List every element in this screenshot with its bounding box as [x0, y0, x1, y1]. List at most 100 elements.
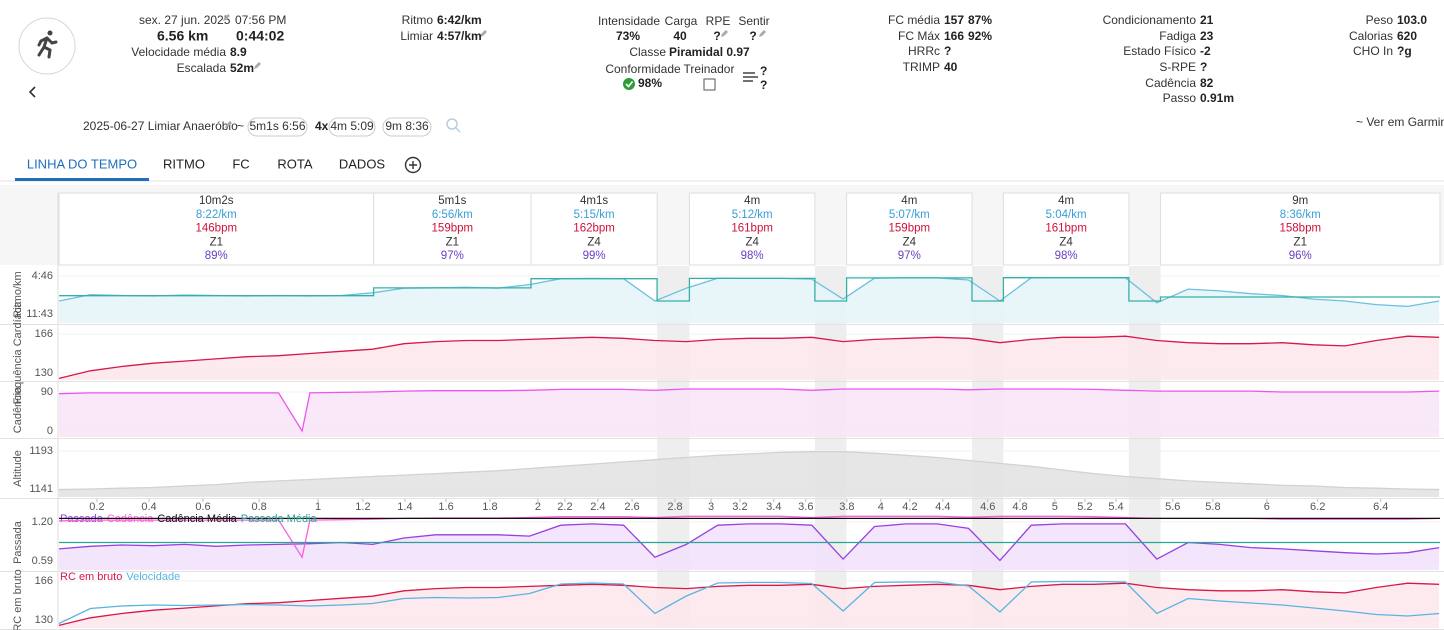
interval-card[interactable]	[1002, 192, 1130, 266]
series-area	[59, 451, 1440, 497]
interval-card[interactable]	[58, 192, 375, 266]
series-line	[58, 523, 1440, 562]
step-chip[interactable]	[382, 117, 432, 137]
x-tick-label: 0.8	[251, 501, 266, 513]
panel-axis-label: Passada	[12, 520, 24, 564]
back-chevron[interactable]	[28, 86, 36, 98]
active-tab-indicator	[15, 178, 149, 181]
load-label: Carga	[665, 14, 698, 28]
series-line	[58, 582, 1440, 627]
tab[interactable]: RITMO	[163, 156, 205, 171]
x-tick-label: 2.8	[667, 501, 682, 513]
stat-label: HRRc	[908, 44, 940, 58]
legend-entry[interactable]: Cadência Média	[157, 513, 237, 525]
interval-zone: Z4	[1059, 236, 1073, 248]
compliance-value: 98%	[638, 76, 662, 90]
workout-step: 5m1s 6:56	[249, 119, 305, 133]
interval-pace: 5:07/km	[889, 209, 930, 221]
x-tick-label: 3.6	[798, 501, 813, 513]
interval-duration: 5m1s	[438, 195, 466, 207]
interval-hr: 158bpm	[1279, 223, 1321, 235]
x-tick-label: 0.6	[195, 501, 210, 513]
interval-pace: 6:56/km	[432, 209, 473, 221]
stat-label: Estado Físico	[1123, 44, 1196, 58]
legend-entry[interactable]: RC em bruto	[60, 571, 122, 583]
x-tick-label: 4	[878, 501, 884, 513]
x-tick-label: 1.2	[355, 501, 370, 513]
stat-percent: 87%	[968, 13, 992, 27]
stat-value: 82	[1200, 76, 1214, 90]
garmin-link[interactable]: ~ Ver em Garmin C	[1356, 115, 1444, 129]
step-chip[interactable]	[247, 117, 308, 137]
interval-zone: Z4	[903, 236, 917, 248]
tab[interactable]: LINHA DO TEMPO	[27, 156, 137, 171]
panel-axis-label: Altitude	[12, 450, 24, 487]
interval-hr: 146bpm	[196, 223, 238, 235]
x-tick-label: 4.2	[902, 501, 917, 513]
series-area	[59, 389, 1440, 437]
interval-duration: 4m	[1058, 195, 1074, 207]
y-tick-label: 4:46	[32, 270, 53, 282]
interval-duration: 4m	[744, 195, 760, 207]
x-tick-label: 2	[535, 501, 541, 513]
stat-label: Passo	[1163, 91, 1197, 105]
runner-figure	[37, 30, 58, 59]
x-tick-label: 5.6	[1165, 501, 1180, 513]
stat-value: 8.9	[230, 45, 247, 59]
interval-pace: 8:22/km	[196, 209, 237, 221]
stat-label: Velocidade média	[131, 45, 226, 59]
interval-compliance: 96%	[1289, 250, 1312, 262]
load-value: ?	[713, 29, 720, 43]
date: sex. 27 jun. 2025	[139, 13, 231, 27]
x-tick-label: 0.2	[89, 501, 104, 513]
x-tick-label: 6.4	[1373, 501, 1388, 513]
stat-label: S-RPE	[1159, 60, 1196, 74]
tab[interactable]: ROTA	[277, 156, 312, 171]
stat-label: Condicionamento	[1103, 13, 1197, 27]
y-tick-label: 130	[35, 614, 53, 626]
interval-card[interactable]	[688, 192, 816, 266]
wind-value: ?	[760, 64, 767, 78]
add-tab[interactable]	[404, 156, 422, 174]
panel-axis-label: Cadência	[12, 386, 24, 433]
step-chip[interactable]	[328, 117, 376, 137]
interval-card[interactable]	[530, 192, 658, 266]
stat-value: 21	[1200, 13, 1214, 27]
stat-label: Peso	[1366, 13, 1394, 27]
panel-axis-label: Ritmo/km	[12, 271, 24, 317]
load-label: Intensidade	[598, 14, 660, 28]
x-tick-label: 5	[1052, 501, 1058, 513]
workout-name: 2025-06-27 Limiar Anaeróbio	[83, 119, 238, 133]
interval-card[interactable]	[1160, 192, 1441, 266]
interval-pace: 5:15/km	[574, 209, 615, 221]
check-mark	[625, 81, 634, 88]
stat-value: 166	[944, 29, 964, 43]
search-icon[interactable]	[446, 118, 458, 130]
interval-zone: Z4	[745, 236, 759, 248]
stat-value: -2	[1200, 44, 1211, 58]
y-tick-label: 130	[35, 367, 53, 379]
interval-card[interactable]	[846, 192, 973, 266]
workout-step: 9m 8:36	[385, 119, 429, 133]
coach-label: Treinador	[684, 62, 735, 76]
series-area	[59, 523, 1440, 570]
workout-tilde: ~	[237, 119, 244, 133]
legend-entry[interactable]: Passada Média	[241, 513, 318, 525]
x-tick-label: 0.4	[141, 501, 156, 513]
wind-icon	[743, 72, 758, 82]
interval-hr: 159bpm	[889, 223, 931, 235]
tab[interactable]: DADOS	[339, 156, 386, 171]
tab[interactable]: FC	[232, 156, 249, 171]
coach-checkbox[interactable]	[703, 78, 716, 91]
workout-step: 4x	[315, 119, 329, 133]
stat-label: Escalada	[177, 61, 227, 75]
legend-entry[interactable]: Velocidade	[126, 571, 180, 583]
interval-card[interactable]	[373, 192, 532, 266]
stat-value: 23	[1200, 29, 1214, 43]
load-value: 40	[673, 29, 687, 43]
stat-value: 52m	[230, 61, 254, 75]
y-tick-label: 166	[35, 575, 53, 587]
interval-pace: 5:12/km	[732, 209, 773, 221]
